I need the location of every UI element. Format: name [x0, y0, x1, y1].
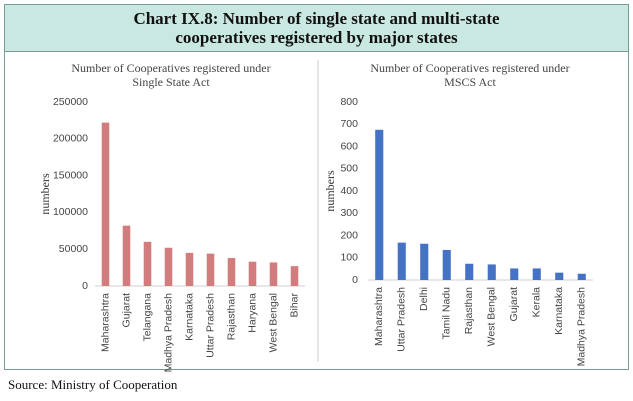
- x-tick-label: Karnataka: [183, 293, 195, 341]
- bar: [290, 266, 299, 286]
- x-tick-label: Delhi: [418, 287, 430, 311]
- y-tick-label: 100000: [53, 206, 88, 218]
- source-note: Source: Ministry of Cooperation: [8, 377, 178, 392]
- bar: [532, 268, 541, 280]
- bar: [555, 272, 564, 280]
- x-tick-label: West Bengal: [267, 293, 279, 352]
- bar: [122, 225, 131, 286]
- x-tick-label: Madhya Pradesh: [576, 287, 588, 367]
- bar: [248, 261, 257, 286]
- x-tick-label: Rajasthan: [225, 293, 237, 340]
- y-tick-label: 250000: [53, 96, 88, 108]
- x-tick-label: Maharashtra: [99, 293, 111, 352]
- chart-title: Number of Cooperatives registered under …: [71, 61, 271, 89]
- bar: [420, 243, 429, 280]
- y-tick-label: 500: [340, 163, 358, 175]
- y-axis-title: numbers: [38, 173, 52, 215]
- x-tick-label: Madhya Pradesh: [162, 293, 174, 373]
- bar: [487, 264, 496, 280]
- y-tick-label: 800: [340, 96, 358, 108]
- x-tick-label: Gujarat: [508, 287, 520, 322]
- x-tick-label: Kerala: [531, 287, 543, 318]
- bar: [269, 262, 278, 286]
- y-tick-label: 50000: [59, 243, 88, 255]
- x-tick-label: Rajasthan: [463, 287, 475, 334]
- y-tick-label: 600: [340, 140, 358, 152]
- x-tick-label: Telangana: [141, 293, 153, 342]
- x-tick-label: Tamil Nadu: [441, 287, 453, 340]
- bar: [101, 122, 110, 286]
- banner: Chart IX.8: Number of single state and m…: [4, 4, 629, 52]
- y-tick-label: 0: [352, 274, 358, 286]
- x-tick-label: Karnataka: [553, 287, 565, 335]
- y-tick-label: 300: [340, 207, 358, 219]
- bar: [397, 242, 406, 280]
- page-title: Chart IX.8: Number of single state and m…: [133, 9, 500, 47]
- y-tick-label: 400: [340, 185, 358, 197]
- bar: [577, 273, 586, 280]
- x-tick-label: West Bengal: [486, 287, 498, 346]
- y-tick-label: 100: [340, 252, 358, 264]
- x-tick-label: Bihar: [288, 293, 300, 318]
- x-tick-label: Uttar Pradesh: [204, 293, 216, 358]
- chart-title: Number of Cooperatives registered under …: [370, 61, 570, 89]
- y-axis-title: numbers: [323, 170, 337, 212]
- bar: [465, 263, 474, 280]
- y-tick-label: 0: [82, 280, 88, 292]
- x-tick-label: Gujarat: [120, 293, 132, 328]
- bar: [185, 252, 194, 286]
- bar: [143, 241, 152, 286]
- bar: [442, 249, 451, 280]
- bar: [206, 253, 215, 286]
- y-tick-label: 700: [340, 118, 358, 130]
- y-tick-label: 200: [340, 229, 358, 241]
- bar: [164, 247, 173, 286]
- y-tick-label: 150000: [53, 169, 88, 181]
- bar: [227, 258, 236, 286]
- bar: [510, 268, 519, 280]
- bar: [375, 129, 384, 280]
- x-tick-label: Uttar Pradesh: [396, 287, 408, 352]
- chart-panel: [4, 51, 629, 370]
- x-tick-label: Maharashtra: [373, 287, 385, 346]
- x-tick-label: Haryana: [246, 293, 258, 333]
- y-tick-label: 200000: [53, 133, 88, 145]
